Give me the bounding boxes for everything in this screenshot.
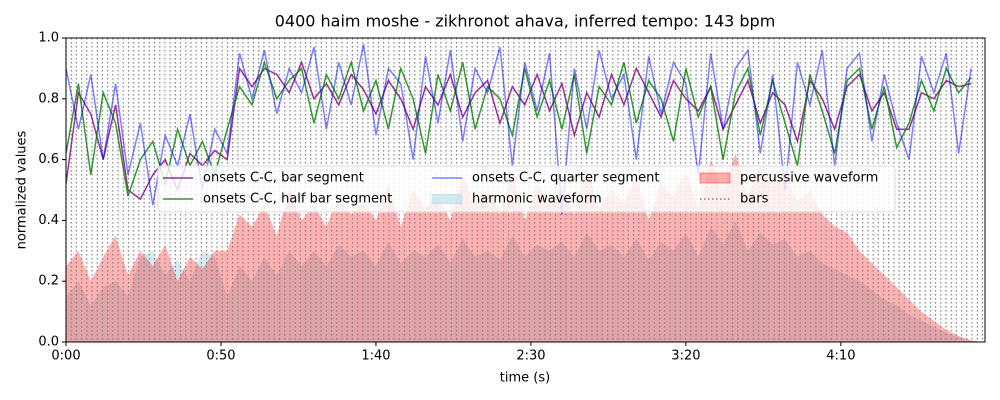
axes-frame <box>65 37 986 343</box>
x-tick-label: 3:20 <box>671 349 700 364</box>
legend-label: percussive waveform <box>740 171 878 186</box>
plot-area <box>66 38 984 342</box>
x-axis-label: time (s) <box>500 371 550 386</box>
y-tick-label: 0.6 <box>38 152 59 167</box>
legend: onsets C-C, bar segment onsets C-C, half … <box>157 165 896 213</box>
legend-box <box>157 165 896 213</box>
y-tick-label: 0.4 <box>38 213 59 228</box>
onset-line <box>66 43 972 215</box>
legend-label: onsets C-C, quarter segment <box>472 171 659 186</box>
x-tick-label: 0:00 <box>51 349 80 364</box>
legend-swatch <box>699 172 731 184</box>
x-tick-label: 2:30 <box>516 349 545 364</box>
legend-label: onsets C-C, bar segment <box>203 171 364 186</box>
legend-label: harmonic waveform <box>472 192 602 207</box>
legend-swatch <box>431 193 463 205</box>
x-tick-label: 0:50 <box>206 349 235 364</box>
waveform-area <box>66 220 984 342</box>
y-axis-label: normalized values <box>15 130 30 249</box>
x-tick-label: 1:40 <box>361 349 390 364</box>
legend-label: bars <box>740 192 769 207</box>
y-tick-label: 0.8 <box>38 91 59 106</box>
y-tick-label: 1.0 <box>38 31 59 46</box>
legend-label: onsets C-C, half bar segment <box>203 192 392 207</box>
y-tick-label: 0.0 <box>38 335 59 350</box>
chart-title: 0400 haim moshe - zikhronot ahava, infer… <box>275 12 776 31</box>
y-tick-label: 0.2 <box>38 274 59 289</box>
onset-line <box>66 60 972 201</box>
x-tick-label: 4:10 <box>826 349 855 364</box>
